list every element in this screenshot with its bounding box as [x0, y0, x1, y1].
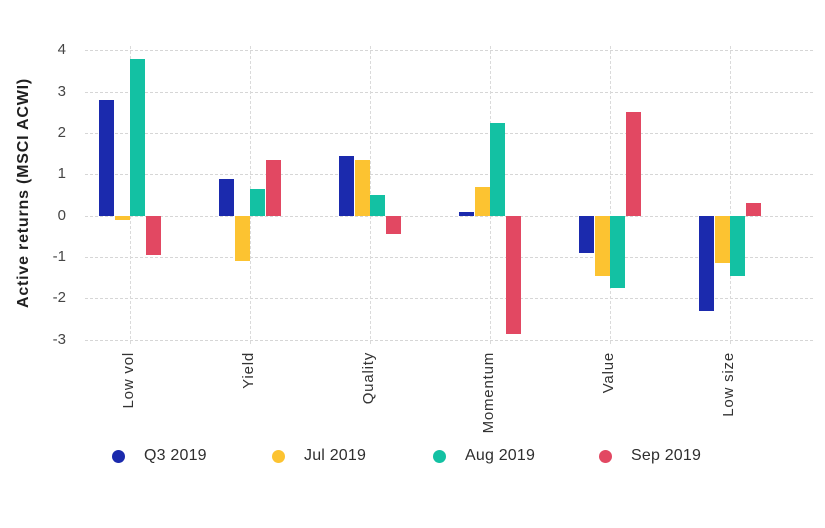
legend-dot: [272, 449, 285, 463]
category-label: Yield: [240, 352, 257, 389]
bar-jul-2019: [114, 215, 130, 220]
plot-area: [85, 38, 813, 348]
h-gridline: [85, 91, 813, 93]
bar-jul-2019: [474, 186, 490, 216]
bar-sep-2019: [385, 215, 401, 235]
bar-aug-2019: [610, 215, 625, 289]
h-gridline: [85, 339, 813, 341]
bar-aug-2019: [370, 195, 385, 216]
y-tick-label: -3: [52, 330, 66, 348]
category-label: Low size: [720, 352, 737, 417]
legend-dot: [433, 449, 446, 463]
bar-jul-2019: [594, 215, 610, 276]
h-gridline: [85, 215, 813, 217]
bar-jul-2019: [354, 159, 370, 216]
legend-label: Jul 2019: [304, 447, 367, 464]
legend: Q3 2019 Jul 2019 Aug 2019 Sep 2019: [0, 441, 825, 471]
legend-label: Q3 2019: [144, 447, 207, 464]
h-gridline: [85, 174, 813, 176]
h-gridline: [85, 257, 813, 259]
legend-label: Aug 2019: [465, 447, 536, 464]
y-tick-label: -2: [52, 289, 66, 307]
h-gridline: [85, 133, 813, 135]
bar-aug-2019: [490, 122, 505, 216]
bar-q3-2019: [99, 100, 114, 216]
bar-sep-2019: [745, 203, 761, 216]
bar-aug-2019: [250, 188, 265, 216]
bar-sep-2019: [265, 159, 281, 216]
legend-dot: [599, 449, 612, 463]
bar-q3-2019: [699, 215, 714, 311]
legend-item: Q3 2019: [112, 441, 207, 471]
bar-sep-2019: [505, 215, 521, 334]
y-tick-label: 4: [57, 41, 66, 59]
y-tick-label: 1: [57, 165, 66, 183]
bar-jul-2019: [234, 215, 250, 262]
y-tick-label: 3: [57, 82, 66, 100]
category-label: Value: [600, 352, 617, 394]
bar-q3-2019: [579, 215, 594, 253]
y-tick-label: -1: [52, 248, 66, 266]
category-label: Quality: [360, 352, 377, 405]
y-axis-title: Active returns (MSCI ACWI): [15, 77, 32, 309]
bar-q3-2019: [459, 211, 474, 216]
v-gridline: [370, 46, 371, 344]
legend-item: Jul 2019: [272, 441, 366, 471]
bar-q3-2019: [339, 155, 354, 216]
legend-label: Sep 2019: [631, 447, 702, 464]
legend-item: Sep 2019: [599, 441, 701, 471]
y-tick-label: 0: [57, 206, 66, 224]
bar-aug-2019: [130, 58, 145, 216]
h-gridline: [85, 298, 813, 300]
bar-sep-2019: [625, 112, 641, 216]
h-gridline: [85, 50, 813, 52]
v-gridline: [730, 46, 731, 344]
bar-aug-2019: [730, 215, 745, 276]
v-gridline: [610, 46, 611, 344]
legend-item: Aug 2019: [433, 441, 535, 471]
category-label: Momentum: [480, 352, 497, 434]
bar-q3-2019: [219, 178, 234, 216]
bar-jul-2019: [714, 215, 730, 264]
bar-sep-2019: [145, 215, 161, 255]
legend-dot: [112, 449, 125, 463]
category-label: Low vol: [120, 352, 137, 409]
y-tick-label: 2: [57, 124, 66, 142]
